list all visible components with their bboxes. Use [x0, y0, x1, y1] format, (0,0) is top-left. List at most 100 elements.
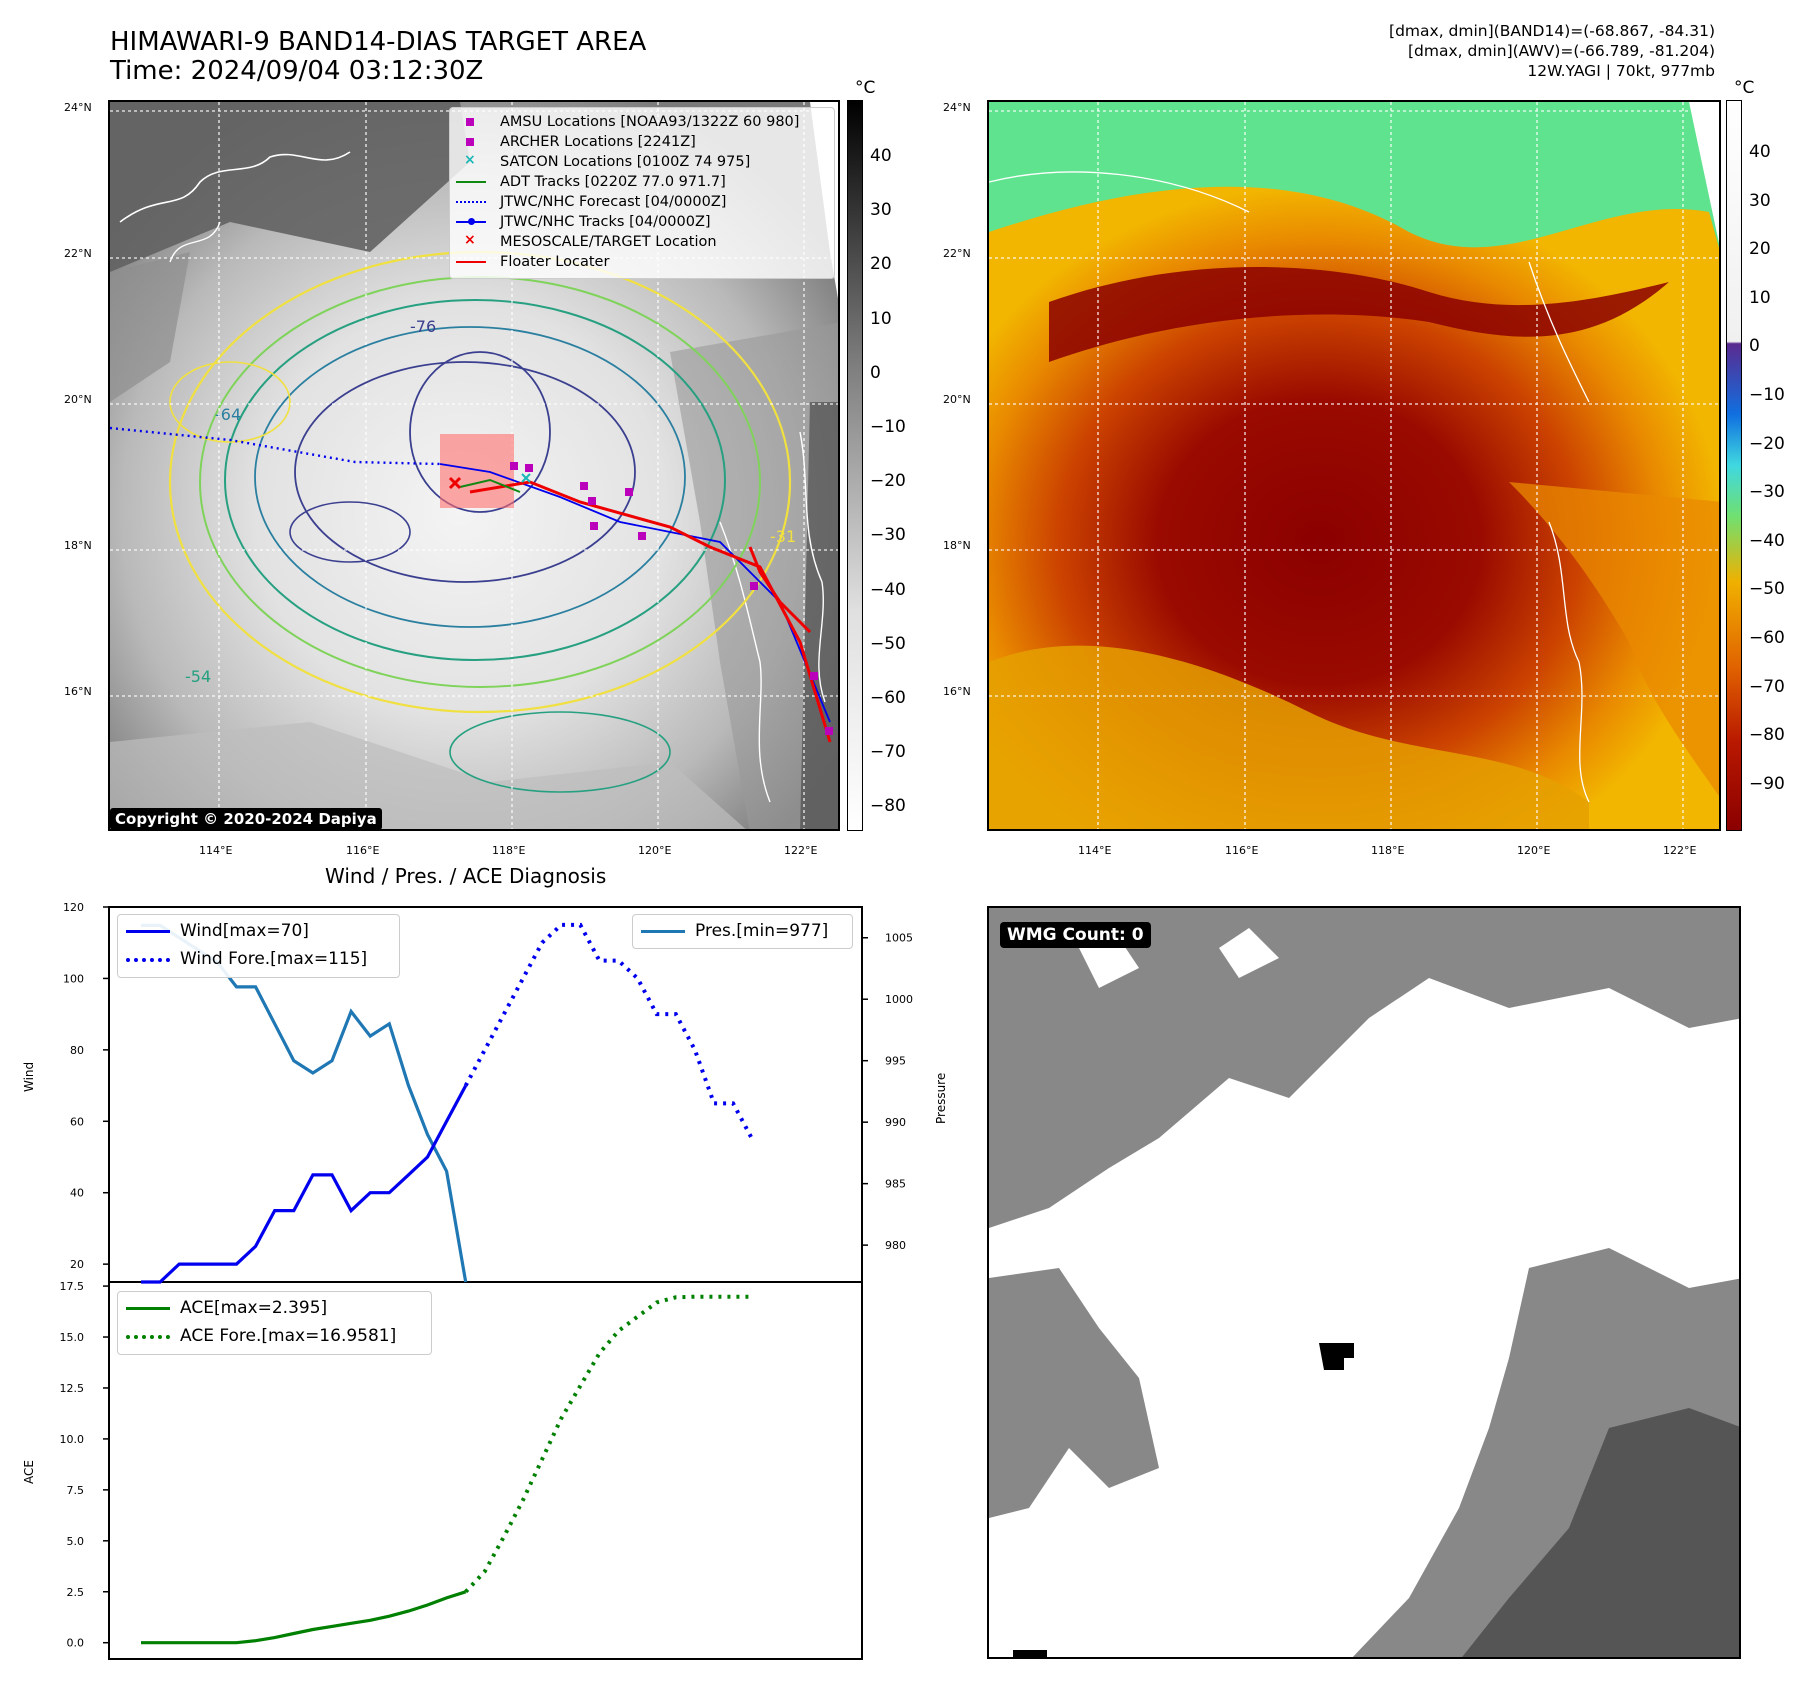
pressure-tick-label: 990: [885, 1116, 906, 1129]
awv-colorbar-tick: −40: [1749, 530, 1785, 551]
line-marker-icon: [456, 181, 486, 183]
ace-tick-label: 17.5: [60, 1280, 85, 1293]
ace-legend: ACE[max=2.395] ACE Fore.[max=16.9581]: [117, 1291, 432, 1355]
ace-line: [141, 1590, 467, 1645]
ir-colorbar-tick: −70: [870, 742, 906, 763]
awv-colorbar-tick: −10: [1749, 385, 1785, 405]
awv-colorbar-tick: 0: [1749, 336, 1760, 357]
awv-colorbar-tick: −70: [1749, 676, 1785, 697]
latitude-label: 20°N: [64, 393, 92, 406]
ace-tick-label: 2.5: [67, 1586, 85, 1599]
ir-colorbar-tick: 30: [870, 200, 892, 221]
ir-colorbar-tick: 10: [870, 308, 892, 329]
pressure-tick-label: 995: [885, 1055, 906, 1068]
awv-colorbar-unit: °C: [1734, 78, 1755, 98]
x-marker-icon: ×: [464, 232, 476, 248]
awv-map-panel: [987, 100, 1721, 831]
awv-colorbar-tick: 20: [1749, 239, 1771, 260]
band14-range-text: [dmax, dmin](BAND14)=(-68.867, -84.31): [1389, 22, 1715, 40]
wind-tick-label: 20: [70, 1258, 84, 1271]
latitude-label: 22°N: [64, 247, 92, 260]
ir-colorbar-tick: −40: [870, 579, 906, 600]
longitude-label: 116°E: [1225, 844, 1259, 857]
wind-tick-label: 80: [70, 1044, 84, 1057]
dotted-line-icon: [126, 1335, 170, 1339]
wmg-panel: [987, 906, 1741, 1659]
longitude-label: 122°E: [784, 844, 818, 857]
contour-label: -31: [770, 527, 796, 546]
longitude-label: 122°E: [1663, 844, 1697, 857]
latitude-label: 16°N: [943, 685, 971, 698]
pressure-tick-label: 980: [885, 1239, 906, 1252]
dot-marker-icon: [468, 218, 475, 225]
ir-colorbar: [847, 100, 863, 831]
ace-plot-area: 17.5 15.0 12.5 10.0 7.5 5.0 2.5 0.0: [60, 1280, 753, 1650]
line-marker-icon: [456, 261, 486, 263]
x-marker-icon: ×: [464, 152, 476, 168]
wmg-image: [989, 908, 1739, 1657]
ir-colorbar-tick: −60: [870, 688, 906, 708]
contour-label: -64: [215, 405, 241, 424]
pressure-tick-label: 1000: [885, 993, 913, 1006]
latitude-label: 24°N: [64, 101, 92, 114]
ir-legend: AMSU Locations [NOAA93/1322Z 60 980] ARC…: [449, 107, 835, 279]
ir-colorbar-tick: −30: [870, 525, 906, 546]
ace-tick-label: 15.0: [60, 1331, 85, 1344]
figure-title: HIMAWARI-9 BAND14-DIAS TARGET AREA: [110, 27, 647, 57]
ir-colorbar-tick: −50: [870, 633, 906, 654]
awv-colorbar-tick: 40: [1749, 142, 1771, 162]
wind-axis-label: Wind: [22, 1061, 36, 1092]
ace-tick-label: 5.0: [67, 1535, 85, 1548]
awv-colorbar-tick: −80: [1749, 725, 1785, 746]
longitude-label: 120°E: [1517, 844, 1551, 857]
ir-colorbar-tick: −10: [870, 417, 906, 437]
square-marker-icon: [466, 118, 474, 126]
pressure-tick-label: 985: [885, 1178, 906, 1191]
awv-colorbar: [1726, 100, 1742, 831]
longitude-label: 118°E: [492, 844, 526, 857]
awv-colorbar-tick: 30: [1749, 190, 1771, 211]
ace-forecast-line: [464, 1294, 753, 1594]
latitude-label: 18°N: [943, 539, 971, 552]
ace-axis-label: ACE: [22, 1460, 36, 1484]
square-marker-icon: [466, 138, 474, 146]
pressure-axis-label: Pressure: [934, 1072, 948, 1124]
contour-label: -54: [185, 667, 211, 686]
latitude-label: 24°N: [943, 101, 971, 114]
contour-label: -76: [410, 317, 436, 336]
wmg-count-badge: WMG Count: 0: [1000, 922, 1151, 948]
latitude-label: 16°N: [64, 685, 92, 698]
latitude-label: 18°N: [64, 539, 92, 552]
ace-chart-frame: [108, 1281, 863, 1660]
wind-tick-label: 120: [63, 901, 84, 914]
storm-info-text: 12W.YAGI | 70kt, 977mb: [1527, 62, 1715, 80]
dotted-line-icon: [456, 201, 486, 203]
figure-time: Time: 2024/09/04 03:12:30Z: [110, 56, 484, 86]
diagnosis-title: Wind / Pres. / ACE Diagnosis: [325, 864, 607, 888]
ir-colorbar-tick: −80: [870, 796, 906, 817]
ir-map-panel: -64 -76 -54 -31: [108, 100, 840, 831]
ace-tick-label: 7.5: [67, 1484, 85, 1497]
dotted-line-icon: [126, 958, 170, 962]
copyright-badge: Copyright © 2020-2024 Dapiya: [110, 808, 382, 830]
awv-colorbar-tick: −90: [1749, 773, 1785, 794]
wind-line: [141, 1084, 468, 1284]
ir-colorbar-tick: 40: [870, 146, 892, 166]
ace-tick-label: 12.5: [60, 1382, 85, 1395]
awv-colorbar-tick: −60: [1749, 628, 1785, 648]
ir-colorbar-tick: 0: [870, 362, 881, 383]
pressure-tick-label: 1005: [885, 932, 913, 945]
wind-tick-label: 100: [63, 972, 84, 985]
ace-tick-label: 0.0: [67, 1637, 85, 1650]
pressure-legend: Pres.[min=977]: [632, 914, 853, 949]
awv-range-text: [dmax, dmin](AWV)=(-66.789, -81.204): [1408, 42, 1715, 60]
pressure-line: [141, 923, 468, 1283]
solid-line-icon: [126, 1307, 170, 1310]
awv-colorbar-tick: −30: [1749, 482, 1785, 503]
ace-tick-label: 10.0: [60, 1433, 85, 1446]
awv-colorbar-tick: −20: [1749, 433, 1785, 454]
longitude-label: 114°E: [199, 844, 233, 857]
solid-line-icon: [126, 930, 170, 933]
awv-colorbar-tick: −50: [1749, 579, 1785, 600]
